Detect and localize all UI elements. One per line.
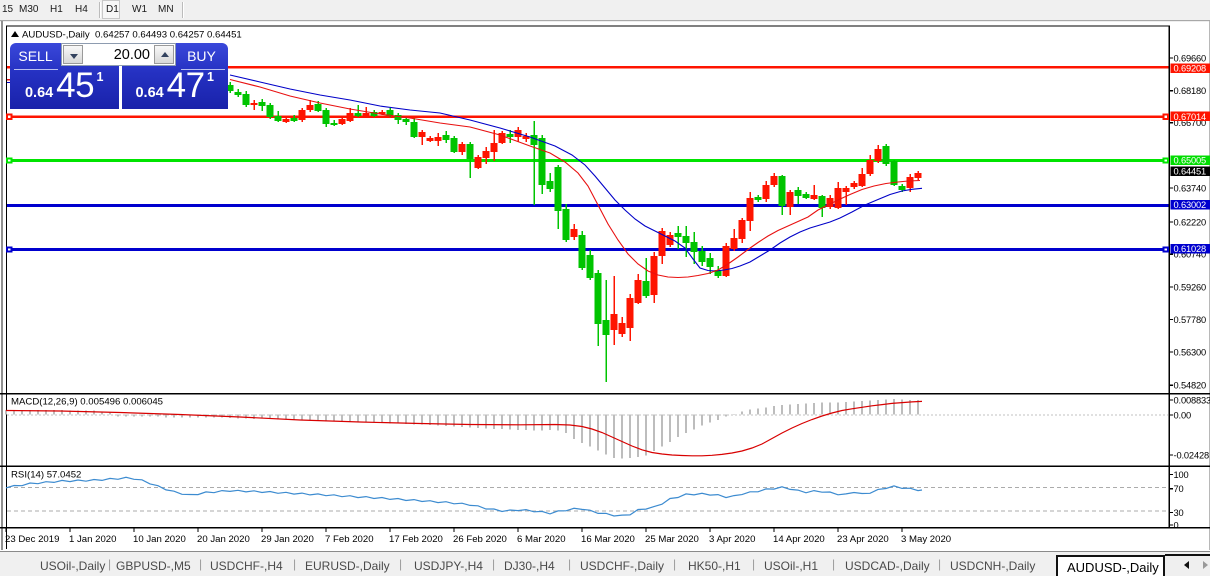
svg-text:29 Jan 2020: 29 Jan 2020 bbox=[261, 534, 314, 545]
svg-text:0.00: 0.00 bbox=[1174, 410, 1192, 420]
svg-text:0.69660: 0.69660 bbox=[1174, 54, 1207, 64]
svg-text:30: 30 bbox=[1174, 508, 1184, 518]
svg-text:-0.02428: -0.02428 bbox=[1174, 450, 1210, 460]
svg-text:0.57780: 0.57780 bbox=[1174, 315, 1207, 325]
svg-text:0.63002: 0.63002 bbox=[1174, 200, 1207, 210]
svg-text:0.66700: 0.66700 bbox=[1174, 118, 1207, 128]
svg-text:6 Mar 2020: 6 Mar 2020 bbox=[517, 534, 566, 545]
svg-text:100: 100 bbox=[1174, 470, 1189, 480]
svg-text:20 Jan 2020: 20 Jan 2020 bbox=[197, 534, 250, 545]
svg-text:1 Jan 2020: 1 Jan 2020 bbox=[69, 534, 116, 545]
svg-text:7 Feb 2020: 7 Feb 2020 bbox=[325, 534, 374, 545]
svg-text:AUDUSD-,Daily 0.64257 0.64493: AUDUSD-,Daily 0.64257 0.64493 0.64257 0.… bbox=[22, 30, 242, 41]
svg-text:0.68180: 0.68180 bbox=[1174, 86, 1207, 96]
svg-text:0: 0 bbox=[1174, 520, 1179, 530]
svg-text:3 May 2020: 3 May 2020 bbox=[901, 534, 951, 545]
svg-text:0.64451: 0.64451 bbox=[1174, 167, 1207, 177]
svg-text:3 Apr 2020: 3 Apr 2020 bbox=[709, 534, 755, 545]
svg-text:0.56300: 0.56300 bbox=[1174, 348, 1207, 358]
svg-text:0.62220: 0.62220 bbox=[1174, 217, 1207, 227]
svg-text:25 Mar 2020: 25 Mar 2020 bbox=[645, 534, 699, 545]
svg-text:23 Apr 2020: 23 Apr 2020 bbox=[837, 534, 889, 545]
svg-text:0.54820: 0.54820 bbox=[1174, 381, 1207, 391]
svg-text:0.008833: 0.008833 bbox=[1174, 395, 1210, 405]
svg-text:26 Feb 2020: 26 Feb 2020 bbox=[453, 534, 507, 545]
svg-text:23 Dec 2019: 23 Dec 2019 bbox=[5, 534, 59, 545]
svg-text:0.61028: 0.61028 bbox=[1174, 244, 1207, 254]
svg-text:14 Apr 2020: 14 Apr 2020 bbox=[773, 534, 825, 545]
svg-text:0.67014: 0.67014 bbox=[1174, 112, 1207, 122]
svg-text:RSI(14) 57.0452: RSI(14) 57.0452 bbox=[11, 470, 81, 481]
svg-text:70: 70 bbox=[1174, 484, 1184, 494]
svg-text:0.69208: 0.69208 bbox=[1174, 64, 1207, 74]
svg-text:10 Jan 2020: 10 Jan 2020 bbox=[133, 534, 186, 545]
svg-text:0.59260: 0.59260 bbox=[1174, 282, 1207, 292]
svg-text:16 Mar 2020: 16 Mar 2020 bbox=[581, 534, 635, 545]
svg-text:0.60740: 0.60740 bbox=[1174, 250, 1207, 260]
svg-text:MACD(12,26,9) 0.005496 0.00604: MACD(12,26,9) 0.005496 0.006045 bbox=[11, 397, 163, 408]
svg-text:0.63740: 0.63740 bbox=[1174, 183, 1207, 193]
svg-text:17 Feb 2020: 17 Feb 2020 bbox=[389, 534, 443, 545]
svg-text:0.65005: 0.65005 bbox=[1174, 156, 1207, 166]
